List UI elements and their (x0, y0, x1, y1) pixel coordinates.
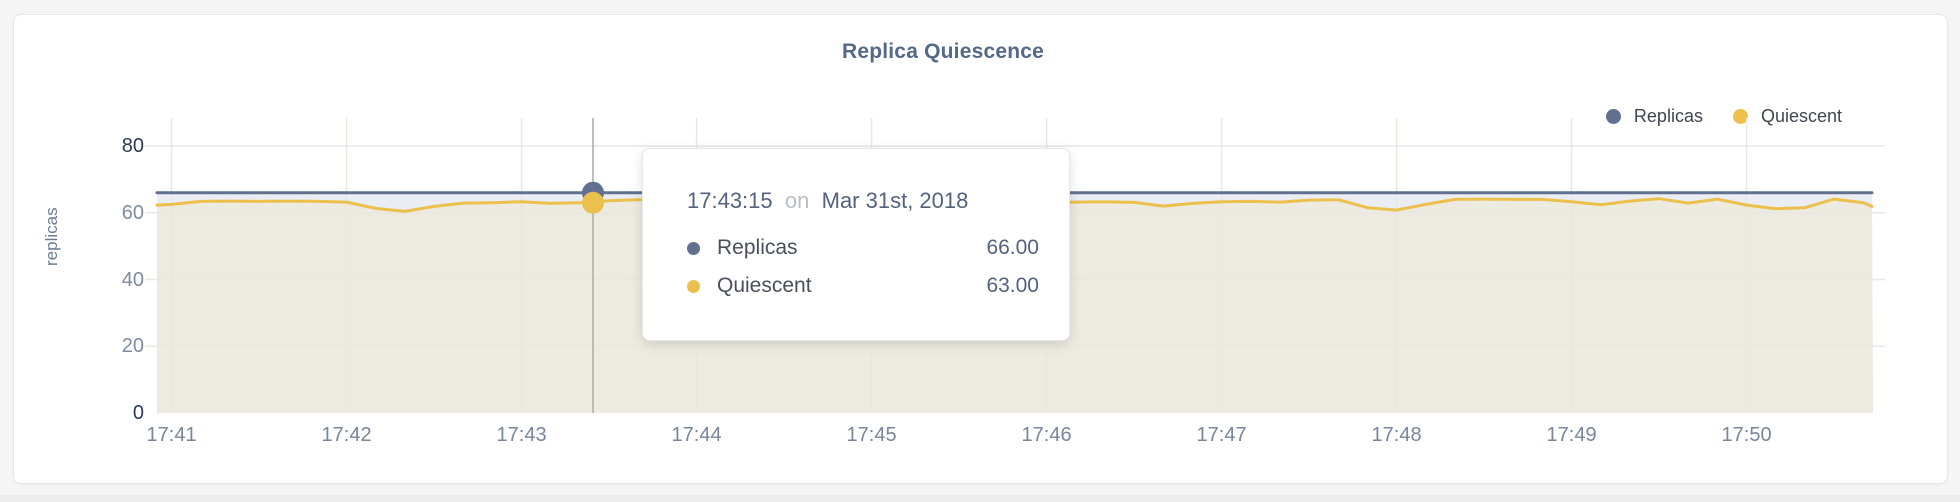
tooltip-time: 17:43:15 (687, 188, 773, 213)
hover-dot-quiescent[interactable] (582, 191, 604, 214)
page-background-strip (0, 495, 1960, 502)
y-tick-label: 20 (121, 335, 144, 358)
tooltip: 17:43:15 on Mar 31st, 2018 Replicas 66.0… (642, 148, 1070, 341)
y-tick-label: 0 (132, 402, 144, 424)
replicas-dot-icon (687, 241, 700, 255)
x-tick-label: 17:45 (846, 424, 897, 446)
y-tick-label: 40 (121, 268, 144, 291)
tooltip-title: 17:43:15 on Mar 31st, 2018 (687, 188, 969, 213)
legend-label: Quiescent (1760, 106, 1842, 126)
x-tick-label: 17:44 (671, 424, 722, 446)
x-tick-label: 17:50 (1721, 424, 1772, 446)
x-tick-label: 17:43 (496, 424, 547, 446)
x-tick-label: 17:41 (146, 424, 197, 446)
chart-title: Replica Quiescence (841, 40, 1045, 63)
legend: Replicas Quiescent (1605, 106, 1842, 127)
legend-label: Replicas (1633, 106, 1703, 126)
tooltip-row-replicas: Replicas 66.00 (687, 229, 1039, 267)
quiescent-dot-icon (687, 279, 700, 293)
tooltip-date: Mar 31st, 2018 (821, 188, 969, 213)
y-tick-label: 60 (121, 201, 144, 224)
legend-item-replicas[interactable]: Replicas (1605, 106, 1703, 127)
y-tick-label: 80 (121, 135, 144, 157)
legend-item-quiescent[interactable]: Quiescent (1732, 106, 1842, 127)
x-tick-label: 17:47 (1196, 424, 1247, 446)
quiescent-legend-dot-icon (1732, 109, 1748, 124)
x-tick-label: 17:49 (1546, 424, 1597, 446)
x-tick-label: 17:42 (321, 424, 372, 446)
x-tick-label: 17:46 (1021, 424, 1072, 446)
replicas-legend-dot-icon (1605, 109, 1621, 124)
tooltip-row-quiescent: Quiescent 63.00 (687, 267, 1039, 305)
x-tick-label: 17:48 (1371, 424, 1422, 446)
